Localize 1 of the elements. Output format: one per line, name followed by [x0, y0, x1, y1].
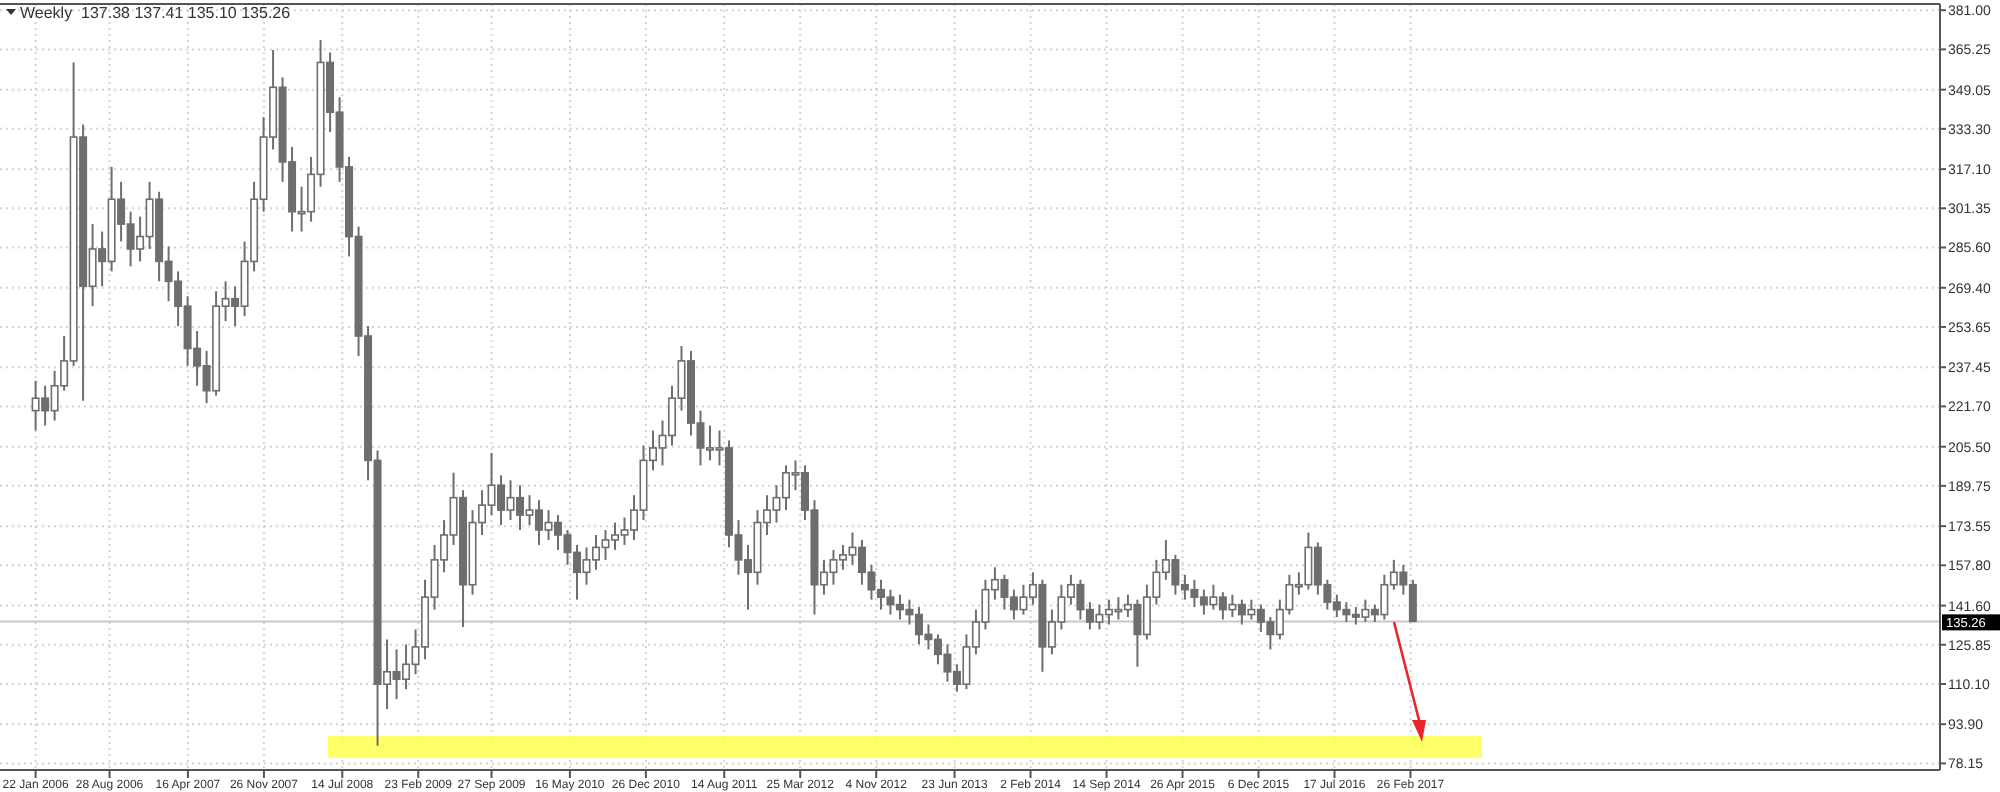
chart-title: Weekly 137.38 137.41 135.10 135.26: [20, 4, 292, 22]
